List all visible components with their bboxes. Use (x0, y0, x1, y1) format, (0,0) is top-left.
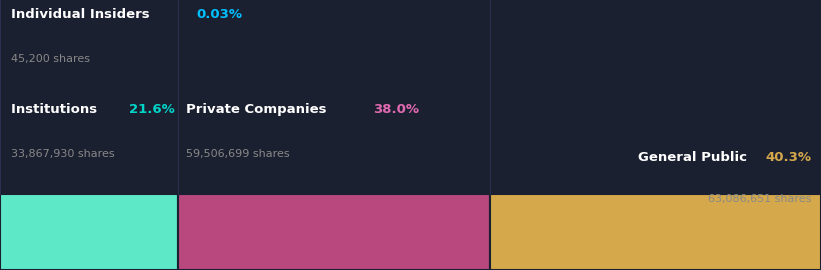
Bar (490, 194, 821, 270)
Text: 21.6%: 21.6% (129, 103, 174, 116)
Text: Institutions: Institutions (11, 103, 103, 116)
Text: Individual Insiders: Individual Insiders (11, 8, 154, 21)
Text: 45,200 shares: 45,200 shares (11, 54, 90, 64)
Text: 40.3%: 40.3% (765, 151, 811, 164)
Text: 59,506,699 shares: 59,506,699 shares (186, 148, 290, 158)
Bar (0, 194, 177, 270)
Bar (177, 194, 490, 270)
Text: General Public: General Public (638, 151, 752, 164)
Text: 0.03%: 0.03% (196, 8, 242, 21)
Text: Private Companies: Private Companies (186, 103, 331, 116)
Text: 38.0%: 38.0% (374, 103, 420, 116)
Text: 63,086,651 shares: 63,086,651 shares (708, 194, 811, 204)
Text: 33,867,930 shares: 33,867,930 shares (11, 148, 115, 158)
